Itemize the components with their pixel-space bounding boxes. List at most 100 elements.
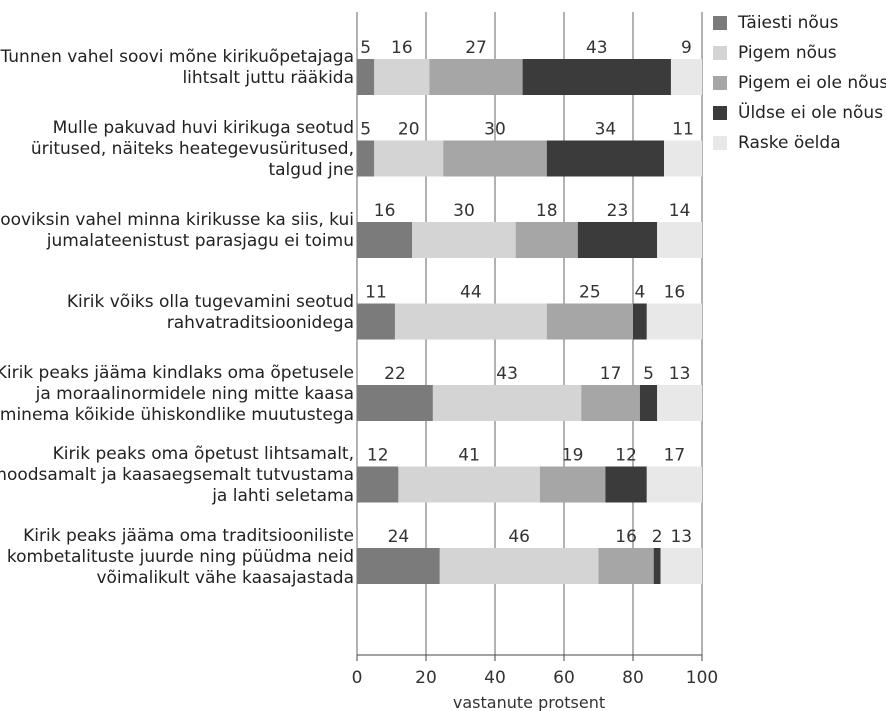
- data-label: 20: [398, 120, 420, 140]
- bar-segment: [357, 385, 433, 421]
- data-label: 46: [508, 527, 530, 547]
- legend-swatch: [713, 106, 727, 120]
- data-label: 2: [652, 527, 663, 547]
- bar-segment: [633, 303, 647, 340]
- bar-segment: [374, 59, 430, 95]
- data-label: 13: [669, 364, 691, 384]
- data-label: 25: [579, 283, 601, 303]
- category-label: Mulle pakuvad huvi kirikuga seotud üritus…: [30, 118, 354, 180]
- bar-segment: [412, 222, 516, 258]
- legend-swatch: [713, 16, 727, 30]
- x-tick-label: 20: [415, 668, 437, 688]
- data-label: 43: [496, 364, 518, 384]
- bar-segment: [398, 466, 540, 503]
- legend-item: Pigem nõus: [713, 38, 886, 68]
- legend-swatch: [713, 136, 727, 150]
- data-label: 16: [374, 201, 396, 221]
- data-label: 24: [388, 527, 410, 547]
- bar-segment: [357, 140, 375, 177]
- bar-segment: [581, 385, 640, 421]
- category-label: Sooviksin vahel minna kirikusse ka siis,…: [0, 210, 354, 251]
- data-label: 27: [465, 38, 487, 58]
- bar-segment: [639, 385, 658, 421]
- bar-segment: [657, 222, 702, 258]
- category-label: Tunnen vahel soovi mõne kirikuõpetajaga l…: [0, 47, 354, 88]
- data-label: 17: [600, 364, 622, 384]
- legend-swatch: [713, 76, 727, 90]
- data-label: 11: [365, 283, 387, 303]
- legend-label: Pigem nõus: [738, 43, 837, 63]
- bar-segment: [357, 303, 395, 340]
- legend-item: Pigem ei ole nõus: [713, 68, 886, 98]
- bar-segment: [546, 140, 665, 177]
- legend-swatch: [713, 46, 727, 60]
- bar-segment: [577, 222, 658, 258]
- data-label: 16: [664, 283, 686, 303]
- x-axis: 0 20 40 60 80 100: [352, 654, 718, 688]
- legend-item: Raske öelda: [713, 128, 886, 158]
- data-label: 14: [669, 201, 691, 221]
- bar-segment: [443, 140, 547, 177]
- data-label: 5: [360, 38, 371, 58]
- x-tick-label: 0: [352, 668, 363, 688]
- data-label: 19: [562, 446, 584, 466]
- x-tick-label: 80: [622, 668, 644, 688]
- data-label: 12: [615, 446, 637, 466]
- data-label: 23: [607, 201, 629, 221]
- data-label: 9: [681, 38, 692, 58]
- category-label: Kirik peaks jääma kindlaks oma õpetusele…: [0, 362, 354, 425]
- bar-segment: [646, 303, 702, 340]
- category-label: Kirik võiks olla tugevamini seotud rahvat…: [66, 291, 354, 333]
- x-tick-label: 100: [686, 668, 718, 688]
- bar-segment: [522, 59, 671, 95]
- bar-segment: [515, 222, 578, 258]
- legend-label: Täiesti nõus: [738, 13, 839, 33]
- bar-segment: [660, 548, 702, 584]
- data-label: 30: [453, 201, 475, 221]
- bar-segment: [646, 466, 702, 503]
- bar-segment: [605, 466, 647, 503]
- bar-segment: [664, 140, 702, 177]
- legend: Täiesti nõus Pigem nõus Pigem ei ole nõus Ü…: [713, 8, 886, 158]
- legend-label: Raske öelda: [738, 133, 841, 153]
- bar-segment: [546, 303, 633, 340]
- data-label: 43: [586, 38, 608, 58]
- data-label: 22: [384, 364, 406, 384]
- bar-segment: [357, 59, 375, 95]
- data-label: 30: [484, 120, 506, 140]
- x-tick-label: 60: [553, 668, 575, 688]
- bar-segment: [653, 548, 661, 584]
- data-label: 5: [360, 120, 371, 140]
- bar-segment: [394, 303, 547, 340]
- data-label: 13: [670, 527, 692, 547]
- data-label: 34: [595, 120, 617, 140]
- bar-segment: [657, 385, 702, 421]
- bar-segment: [539, 466, 606, 503]
- legend-label: Pigem ei ole nõus: [738, 73, 886, 93]
- bar-segment: [357, 548, 440, 584]
- data-label: 12: [367, 446, 389, 466]
- bar-segment: [439, 548, 599, 584]
- legend-item: Üldse ei ole nõus: [713, 98, 886, 128]
- bar-segment: [374, 140, 444, 177]
- data-label: 41: [458, 446, 480, 466]
- bar-segment: [432, 385, 582, 421]
- category-label: Kirik peaks oma õpetust lihtsamalt, moods…: [0, 444, 354, 506]
- category-label: Kirik peaks jääma oma traditsiooniliste k…: [6, 525, 354, 588]
- data-label: 11: [672, 120, 694, 140]
- data-label: 4: [634, 283, 645, 303]
- legend-label: Üldse ei ole nõus: [738, 103, 884, 123]
- bar-segment: [429, 59, 523, 95]
- bar-segment: [670, 59, 702, 95]
- data-label: 5: [643, 364, 654, 384]
- bars: [357, 59, 702, 584]
- data-label: 17: [664, 446, 686, 466]
- bar-segment: [357, 222, 413, 258]
- x-axis-title: vastanute protsent: [453, 693, 605, 711]
- bar-segment: [598, 548, 654, 584]
- legend-item: Täiesti nõus: [713, 8, 886, 38]
- data-label: 16: [615, 527, 637, 547]
- data-label: 44: [460, 283, 482, 303]
